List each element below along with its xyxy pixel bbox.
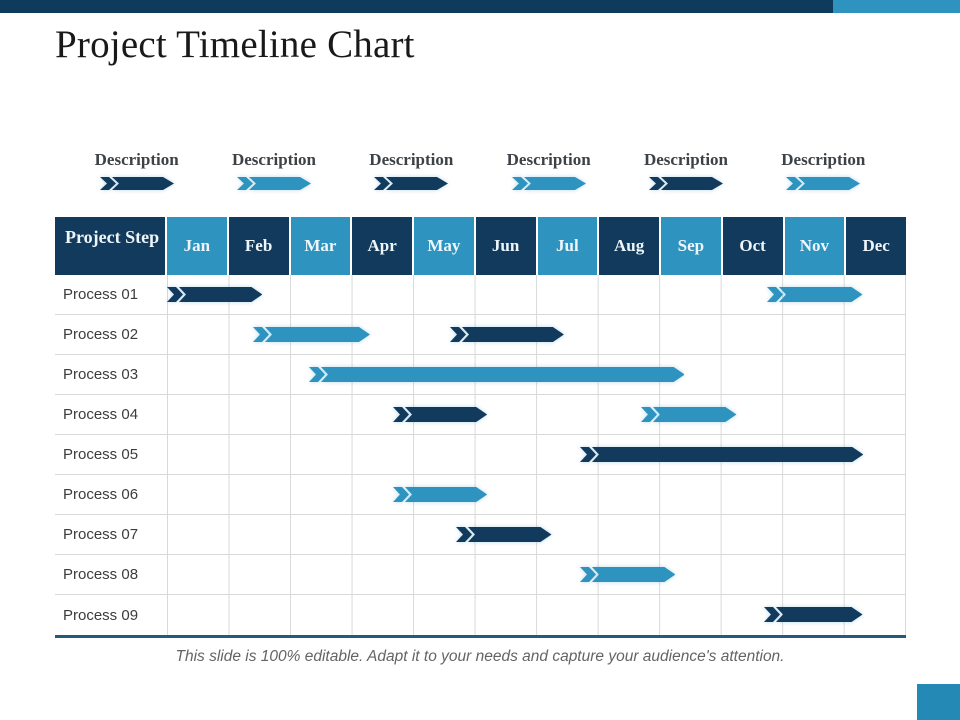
header-cell-month: Jun — [475, 217, 538, 275]
gantt-bar — [767, 287, 863, 302]
gantt-bar — [450, 327, 565, 342]
chevron-arrow-icon — [648, 177, 723, 190]
description-item: Description — [343, 150, 480, 190]
page-title: Project Timeline Chart — [55, 23, 415, 66]
row-label: Process 07 — [55, 515, 167, 554]
header-cell-month: May — [414, 217, 476, 275]
row-grid — [167, 515, 906, 554]
description-label: Description — [231, 150, 317, 169]
row-label: Process 08 — [55, 555, 167, 594]
description-label: Description — [506, 150, 591, 169]
row-grid — [167, 435, 906, 474]
description-label: Description — [781, 150, 866, 169]
header-cell-month: Feb — [228, 217, 291, 275]
table-row: Process 06 — [55, 475, 906, 515]
header-cell-month: Dec — [846, 217, 906, 275]
description-item: Description — [617, 150, 754, 190]
row-grid — [167, 395, 906, 434]
gantt-bar — [764, 607, 863, 622]
chevron-arrow-icon — [99, 177, 174, 190]
header-cell-month: Oct — [722, 217, 785, 275]
chevron-arrow-icon — [374, 177, 449, 190]
gantt-bar — [167, 287, 263, 302]
table-row: Process 09 — [55, 595, 906, 635]
table-row: Process 07 — [55, 515, 906, 555]
row-grid — [167, 555, 906, 594]
header-cell-month: Mar — [290, 217, 353, 275]
description-label: Description — [643, 150, 728, 169]
top-bar-dark-segment — [0, 0, 833, 13]
row-label: Process 01 — [55, 275, 167, 314]
header-cell-month: Apr — [352, 217, 414, 275]
gantt-bar — [308, 367, 685, 382]
table-row: Process 01 — [55, 275, 906, 315]
header-cell-project-step: Project Step — [55, 217, 167, 275]
gantt-bar — [579, 447, 863, 462]
gantt-bar — [393, 487, 488, 502]
gantt-bar — [393, 407, 488, 422]
row-grid — [167, 275, 906, 314]
description-label: Description — [369, 150, 454, 169]
description-item: Description — [205, 150, 342, 190]
top-bar-light-segment — [833, 0, 960, 13]
row-grid — [167, 355, 906, 394]
table-row: Process 02 — [55, 315, 906, 355]
row-label: Process 06 — [55, 475, 167, 514]
chevron-arrow-icon — [236, 177, 311, 190]
table-header-row: Project Step Jan Feb Mar Apr May Jun Jul Aug Sep O… — [55, 217, 906, 275]
top-accent-bar — [0, 0, 960, 13]
gantt-bar — [253, 327, 371, 342]
table-row: Process 05 — [55, 435, 906, 475]
description-row: Description Description Description Descrip… — [68, 150, 892, 190]
header-cell-month: Sep — [661, 217, 723, 275]
gantt-bar — [579, 567, 676, 582]
row-grid — [167, 595, 906, 635]
header-cell-month: Nov — [784, 217, 847, 275]
description-label: Description — [94, 150, 179, 169]
row-label: Process 04 — [55, 395, 167, 434]
row-grid — [167, 315, 906, 354]
description-item: Description — [480, 150, 617, 190]
gantt-bar — [456, 527, 552, 542]
table-row: Process 04 — [55, 395, 906, 435]
footer-note: This slide is 100% editable. Adapt it to… — [175, 648, 785, 665]
table-bottom-border — [55, 635, 906, 638]
table-row: Process 08 — [55, 555, 906, 595]
header-cell-month: Aug — [599, 217, 661, 275]
description-item: Description — [68, 150, 205, 190]
gantt-table: Project Step Jan Feb Mar Apr May Jun Jul Aug Sep O… — [55, 217, 906, 635]
row-label: Process 03 — [55, 355, 167, 394]
table-row: Process 03 — [55, 355, 906, 395]
description-item: Description — [755, 150, 892, 190]
row-label: Process 05 — [55, 435, 167, 474]
chevron-arrow-icon — [786, 177, 861, 190]
row-grid — [167, 475, 906, 514]
table-body: Process 01 Process 02 Process 03 Process 04… — [55, 275, 906, 635]
row-label: Process 09 — [55, 595, 167, 635]
header-cell-month: Jan — [167, 217, 229, 275]
gantt-bar — [641, 407, 737, 422]
corner-decoration — [917, 684, 960, 720]
chevron-arrow-icon — [511, 177, 586, 190]
row-label: Process 02 — [55, 315, 167, 354]
header-cell-month: Jul — [537, 217, 600, 275]
